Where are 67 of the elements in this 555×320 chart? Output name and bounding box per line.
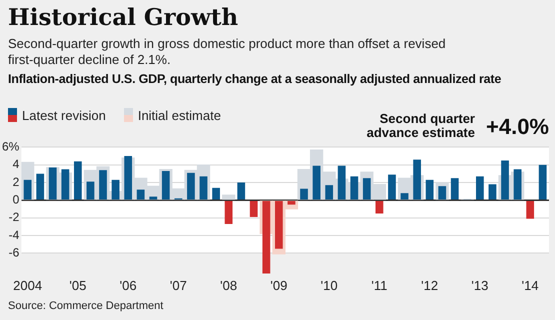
x-tick-label: '05 [69, 278, 86, 293]
x-tick-label: '11 [371, 278, 388, 293]
y-tick-label: -2 [8, 210, 20, 224]
x-tick-label: '07 [170, 278, 187, 293]
bar [526, 200, 534, 219]
bar [312, 166, 320, 200]
chart-title: Historical Growth [8, 4, 238, 31]
y-tick-label: -6 [8, 246, 20, 260]
bar [212, 188, 220, 200]
x-tick-label: '13 [471, 278, 488, 293]
text: Second quarter advance estimate [366, 111, 475, 140]
bar [450, 178, 459, 200]
bar [388, 174, 396, 200]
bar [187, 172, 195, 200]
bar [250, 200, 258, 217]
bar [288, 200, 296, 205]
bar [501, 160, 509, 200]
bar [149, 196, 158, 200]
y-axis-title: Inflation-adjusted U.S. GDP, quarterly change at a seasonally adjusted annualized rate [8, 72, 502, 86]
bar [136, 190, 145, 200]
bar [400, 193, 408, 200]
bar [376, 200, 384, 214]
bar [200, 176, 208, 200]
x-tick-label: '12 [421, 278, 438, 293]
bar [99, 170, 107, 200]
y-tick-label: 0 [12, 192, 20, 207]
bar [413, 160, 421, 200]
bar [325, 185, 334, 200]
bar [24, 180, 32, 200]
text: +4.0% [486, 114, 549, 140]
x-tick-label: '09 [270, 278, 288, 293]
bar [162, 171, 170, 200]
bar [438, 186, 446, 200]
bar [538, 164, 547, 200]
y-tick-label: 2 [12, 174, 20, 189]
source-note: Source: Commerce Department [8, 300, 164, 312]
bar [237, 182, 246, 200]
y-tick-label: -4 [8, 228, 20, 242]
bar [61, 169, 70, 200]
bar [338, 166, 346, 200]
bar [86, 182, 94, 200]
bar [48, 168, 57, 200]
bar [350, 176, 358, 200]
chart-subtitle: Second-quarter growth in gross domestic product more than offset a revised first-quarter decline of 2.1%. [8, 36, 447, 68]
x-tick-label: '10 [320, 278, 338, 293]
y-tick-label: 6% [2, 140, 20, 154]
x-tick-label: '08 [220, 278, 238, 293]
bar [124, 156, 132, 200]
bar [514, 169, 522, 200]
legend-label: Initial estimate [136, 108, 221, 123]
bar [222, 194, 236, 200]
x-tick-label: 2004 [13, 278, 42, 293]
bar [36, 174, 44, 200]
y-tick-label: 4 [12, 157, 20, 172]
bar [426, 180, 434, 200]
bar [224, 200, 233, 224]
bar [300, 188, 308, 200]
bar [262, 200, 270, 274]
bar [274, 200, 283, 249]
legend-label: Latest revision [21, 108, 106, 123]
bar [112, 180, 120, 200]
bar [476, 176, 484, 200]
x-tick-label: '06 [120, 278, 137, 293]
x-tick-label: '14 [522, 278, 539, 293]
bar [488, 184, 496, 200]
bar [74, 161, 82, 200]
bar [362, 178, 371, 200]
